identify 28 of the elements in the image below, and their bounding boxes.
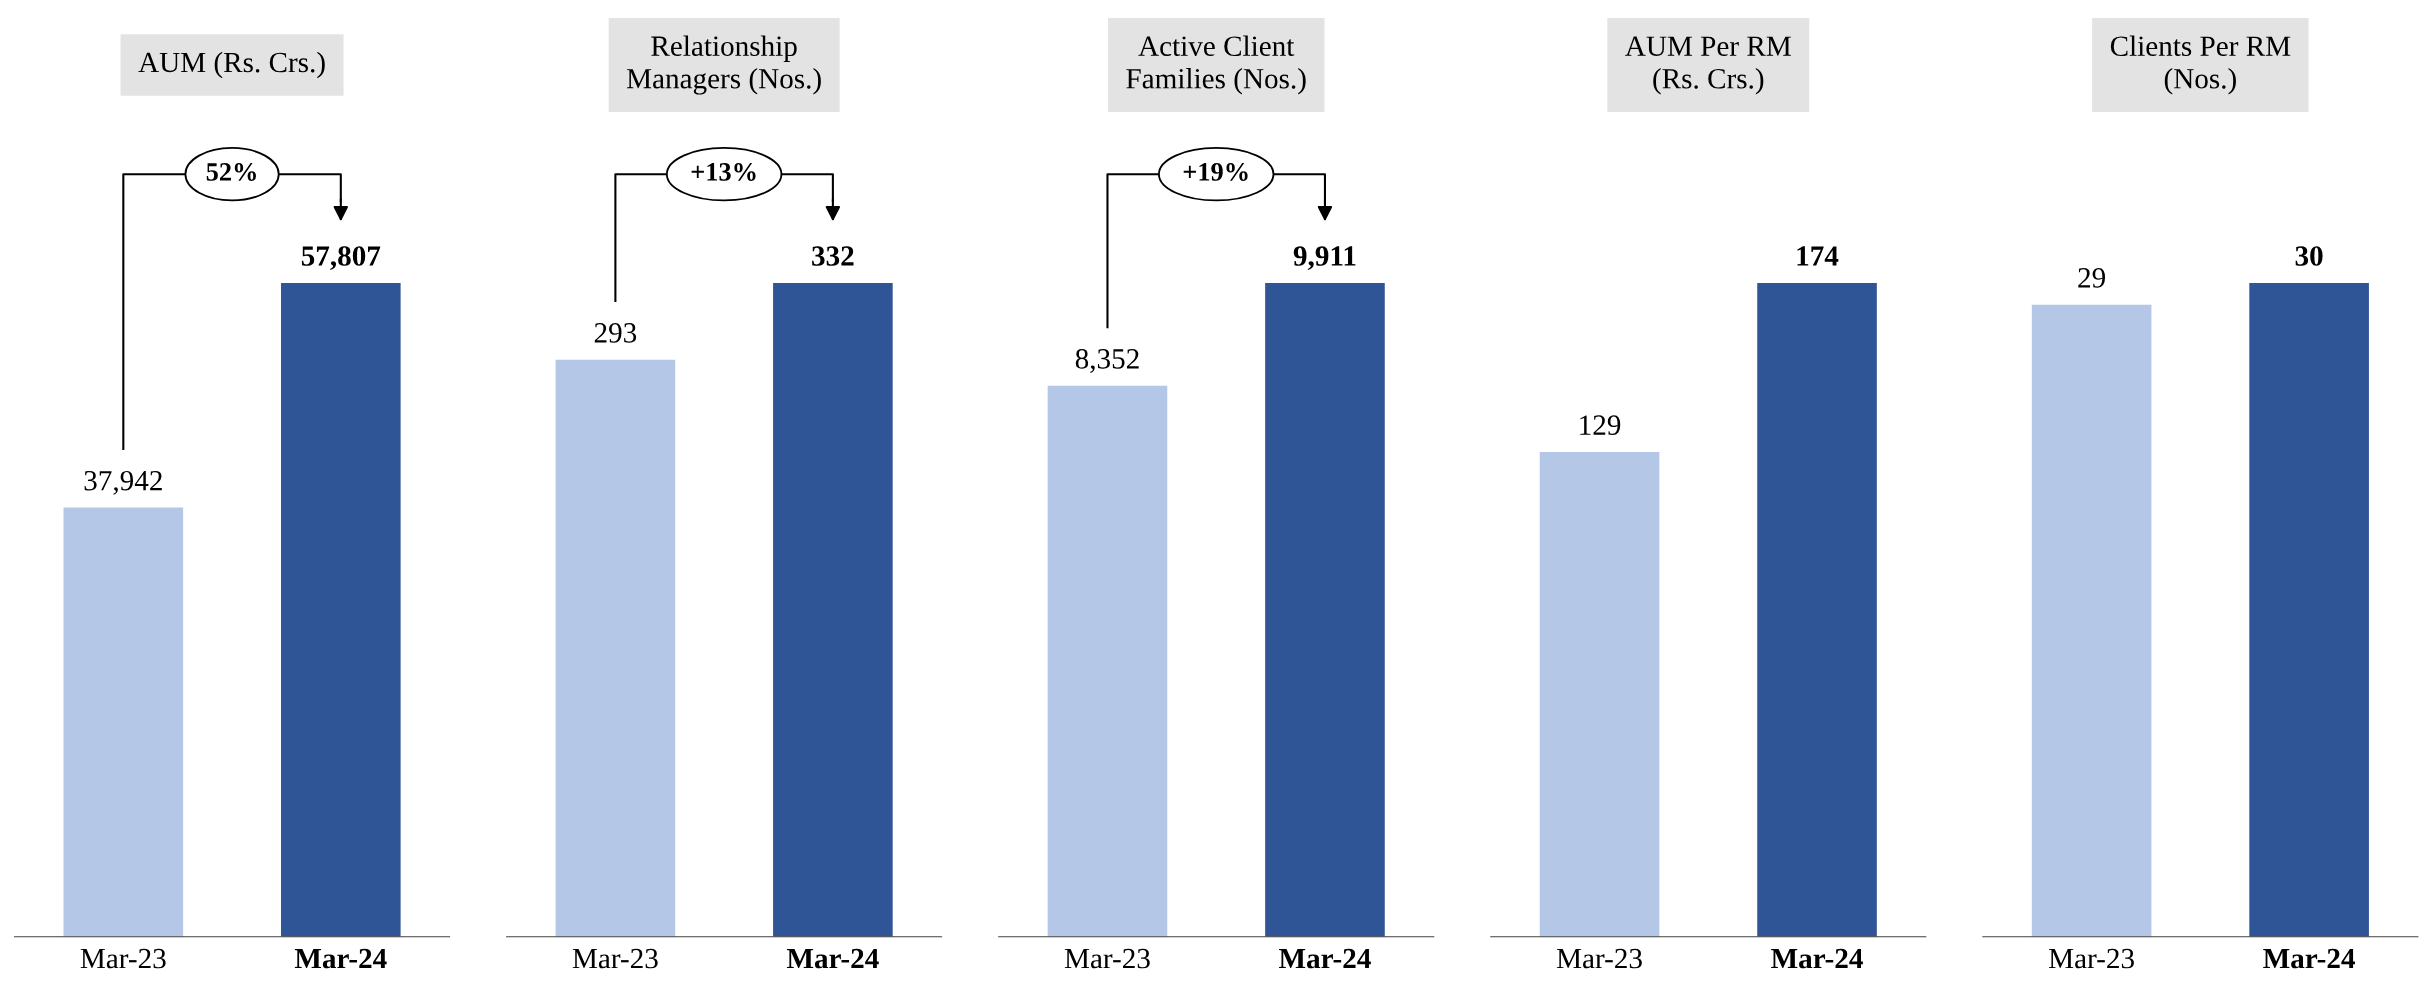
x-tick-label: Mar-24: [294, 948, 387, 969]
x-tick-label: Mar-23: [2049, 948, 2134, 969]
data-label: 30: [2295, 246, 2323, 266]
x-tick-label: Mar-23: [1556, 948, 1642, 969]
chart-title: Active Client Families (Nos.): [1126, 35, 1306, 95]
data-label: 129: [1580, 415, 1621, 435]
chart-title: Relationship Managers (Nos.): [626, 35, 821, 95]
data-label: 8,352: [1075, 349, 1139, 373]
x-tick-label: Mar-24: [2263, 948, 2355, 969]
x-tick-label: Mar-23: [572, 948, 658, 969]
x-tick-label: Mar-23: [1064, 948, 1150, 969]
text: +19%: [1183, 162, 1248, 181]
chart-title: AUM Per RM (Rs. Crs.): [1625, 36, 1791, 95]
data-label: 9,911: [1293, 246, 1356, 271]
data-label: 37,942: [84, 470, 162, 495]
x-tick-label: Mar-24: [786, 948, 879, 969]
data-label: 29: [2078, 268, 2106, 288]
text: 52%: [206, 162, 256, 181]
x-tick-label: Mar-23: [80, 948, 166, 969]
data-label: 332: [812, 246, 854, 266]
x-tick-label: Mar-24: [1771, 948, 1863, 969]
data-label: 57,807: [301, 246, 381, 271]
data-label: 293: [594, 323, 637, 343]
text: +13%: [691, 162, 756, 181]
chart-title: Clients Per RM (Nos.): [2110, 35, 2291, 95]
data-label: 174: [1797, 246, 1839, 266]
x-tick-label: Mar-24: [1279, 948, 1371, 969]
chart-title: AUM (Rs. Crs.): [138, 51, 325, 79]
